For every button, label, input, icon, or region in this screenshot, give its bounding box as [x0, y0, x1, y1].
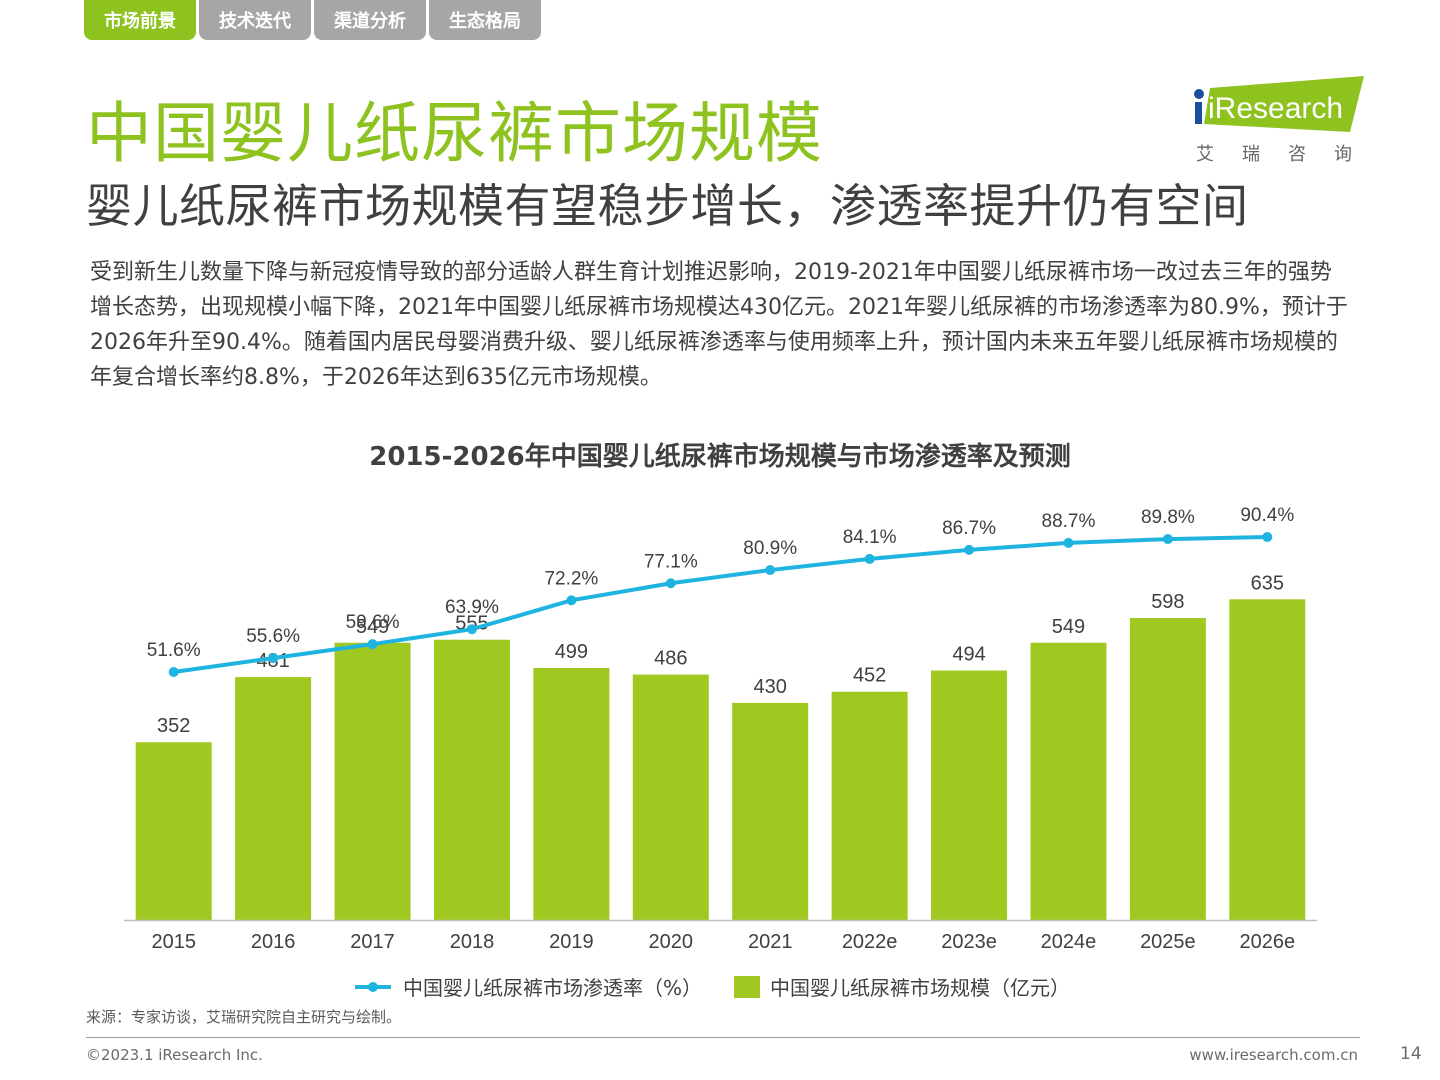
line-label-2022e: 84.1% [843, 527, 897, 548]
x-tick-2026e: 2026e [1239, 931, 1295, 953]
line-point-2025e [1162, 534, 1173, 545]
line-label-2021: 80.9% [743, 538, 797, 559]
copyright: ©2023.1 iResearch Inc. [86, 1046, 263, 1064]
bar-2021 [732, 702, 809, 920]
tab-channel-analysis[interactable]: 渠道分析 [314, 0, 426, 40]
line-label-2024e: 88.7% [1042, 511, 1096, 532]
page-number: 14 [1400, 1044, 1422, 1064]
line-label-2025e: 89.8% [1141, 507, 1195, 528]
footer-divider [86, 1037, 1360, 1038]
bar-2023e [931, 670, 1008, 920]
bar-label-2017: 549 [356, 616, 389, 638]
bar-label-2020: 486 [654, 648, 687, 670]
x-tick-2018: 2018 [450, 931, 495, 953]
legend-market-size-label: 中国婴儿纸尿裤市场规模（亿元） [770, 976, 1071, 1000]
summary-paragraph: 受到新生儿数量下降与新冠疫情导致的部分适龄人群生育计划推迟影响，2019-202… [90, 260, 1348, 390]
bar-2017 [334, 642, 411, 920]
line-label-2023e: 86.7% [942, 518, 996, 539]
x-tick-2016: 2016 [251, 931, 296, 953]
chart-title: 2015-2026年中国婴儿纸尿裤市场规模与市场渗透率及预测 [369, 442, 1071, 472]
line-label-2026e: 90.4% [1240, 505, 1294, 526]
tab-market-outlook[interactable]: 市场前景 [84, 0, 196, 40]
logo-tagline: 艾瑞咨询 [1196, 144, 1380, 165]
bar-2019 [533, 668, 610, 920]
line-point-2024e [1063, 537, 1074, 548]
x-tick-2017: 2017 [350, 931, 395, 953]
bar-label-2023e: 494 [952, 644, 985, 666]
bar-2016 [235, 677, 312, 920]
legend-line-marker [355, 981, 391, 992]
line-label-2016: 55.6% [246, 626, 300, 647]
line-point-2018 [466, 624, 477, 635]
x-tick-2023e: 2023e [941, 931, 997, 953]
line-point-2022e [864, 553, 875, 564]
line-point-2015 [168, 667, 179, 677]
x-tick-2024e: 2024e [1041, 931, 1097, 953]
website-url: www.iresearch.com.cn [1189, 1046, 1358, 1064]
bar-label-2022e: 452 [853, 665, 886, 687]
bar-label-2025e: 598 [1151, 591, 1184, 613]
logo-brand-text: iResearch [1208, 92, 1343, 125]
bar-label-2024e: 549 [1052, 616, 1085, 638]
penetration-line [173, 535, 1268, 674]
line-point-2016 [268, 653, 279, 664]
x-tick-2015: 2015 [151, 931, 196, 953]
x-tick-2019: 2019 [549, 931, 594, 953]
x-tick-2025e: 2025e [1140, 931, 1196, 953]
bar-label-2019: 499 [555, 641, 588, 663]
line-point-2021 [765, 565, 776, 576]
legend-penetration-label: 中国婴儿纸尿裤市场渗透率（%） [403, 976, 703, 1000]
line-label-2015: 51.6% [147, 640, 201, 661]
bar-label-2026e: 635 [1251, 572, 1284, 594]
x-tick-2020: 2020 [649, 931, 694, 953]
chart-legend: 中国婴儿纸尿裤市场渗透率（%） 中国婴儿纸尿裤市场规模（亿元） [355, 972, 1070, 1001]
legend-bar-marker [734, 975, 761, 998]
bar-2024e [1030, 642, 1107, 920]
x-tick-2021: 2021 [748, 931, 793, 953]
bar-2018 [433, 639, 510, 920]
source-note: 来源：专家访谈，艾瑞研究院自主研究与绘制。 [86, 1008, 402, 1026]
bar-2025e [1129, 618, 1206, 920]
line-point-2017 [367, 639, 378, 650]
page-title: 中国婴儿纸尿裤市场规模 [86, 95, 823, 172]
line-point-2020 [665, 578, 676, 589]
bar-2015 [135, 742, 212, 920]
bar-2026e [1229, 599, 1306, 920]
tab-ecosystem[interactable]: 生态格局 [429, 0, 541, 40]
line-label-2017: 59.6% [346, 612, 400, 633]
line-point-2019 [566, 595, 577, 606]
section-tabs: 市场前景 技术迭代 渠道分析 生态格局 [84, 0, 541, 40]
page-subtitle: 婴儿纸尿裤市场规模有望稳步增长，渗透率提升仍有空间 [86, 179, 1249, 233]
line-label-2020: 77.1% [644, 551, 698, 572]
bar-label-2015: 352 [157, 715, 190, 737]
iresearch-logo: iResearch [1194, 76, 1364, 132]
bar-2022e [831, 691, 908, 920]
bar-2020 [632, 674, 709, 920]
line-label-2018: 63.9% [445, 597, 499, 618]
line-label-2019: 72.2% [544, 568, 598, 589]
tab-tech-iteration[interactable]: 技术迭代 [199, 0, 311, 40]
line-point-2026e [1262, 532, 1273, 542]
line-point-2023e [964, 544, 975, 555]
x-tick-2022e: 2022e [842, 931, 898, 953]
combo-chart: 3522015481201654920175552018499201948620… [124, 505, 1317, 953]
bar-label-2021: 430 [754, 676, 787, 698]
